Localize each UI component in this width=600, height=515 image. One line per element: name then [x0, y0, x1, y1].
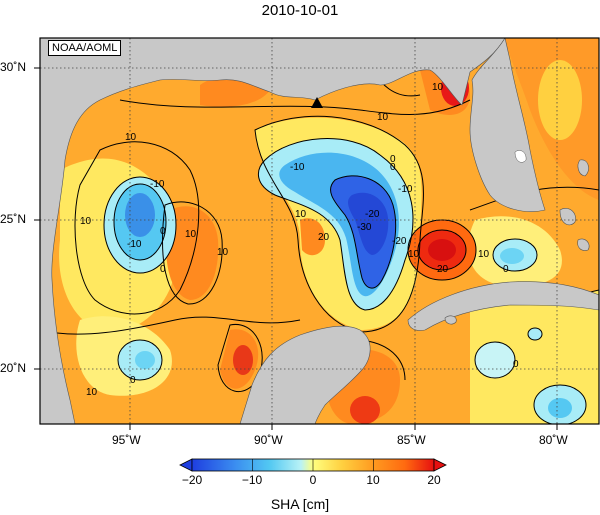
- colorbar-low-arrow: [179, 458, 193, 472]
- contour-label: -30: [357, 222, 372, 233]
- bahamas: [577, 238, 590, 251]
- contour-label: -10: [398, 184, 413, 195]
- contour-label: 0: [503, 264, 509, 275]
- map-frame: [39, 37, 600, 425]
- eddy-high: [428, 239, 456, 261]
- graticule: [40, 38, 599, 424]
- contour-label: 10: [295, 209, 307, 220]
- isle-of-youth: [444, 315, 457, 325]
- land: [40, 38, 599, 424]
- lat-label: 25˚N: [0, 212, 27, 226]
- contour-label: 0: [390, 162, 396, 173]
- cuba: [407, 281, 599, 331]
- bahamas: [577, 159, 589, 177]
- bahamas: [559, 208, 576, 226]
- contour-label: 0: [160, 226, 166, 237]
- florida: [469, 38, 546, 212]
- contour-label: 0: [160, 264, 166, 275]
- contour-label: -20: [392, 236, 407, 247]
- lon-label: 85˚W: [397, 433, 426, 447]
- contour-label: -10: [290, 162, 305, 173]
- contour-label: 20: [318, 232, 330, 243]
- contour-lines: [40, 59, 599, 424]
- eddy-low: [135, 351, 155, 369]
- eddy-low: [125, 193, 155, 237]
- contour-label: 0: [390, 154, 396, 165]
- lat-label: 20˚N: [0, 361, 27, 375]
- colorbar-tick: 10: [366, 473, 380, 487]
- colorbar-tick: −10: [241, 473, 263, 487]
- eddy-high: [350, 396, 380, 424]
- contour-label: 10: [185, 229, 197, 240]
- contour-label: 0: [130, 375, 136, 386]
- yucatan: [239, 325, 371, 424]
- lat-label: 30˚N: [0, 60, 27, 74]
- contour-label: 10: [478, 249, 490, 260]
- lon-label: 80˚W: [539, 433, 568, 447]
- contour-label: 10: [217, 247, 229, 258]
- credit-label: NOAA/AOML: [48, 40, 122, 56]
- contour-label: -10: [127, 239, 142, 250]
- platform-marker: [311, 97, 323, 108]
- eddy-low: [348, 192, 389, 255]
- colorbar-tick: 0: [309, 473, 317, 487]
- colorbar-high-arrow: [433, 458, 447, 472]
- map-title: 2010-10-01: [261, 2, 339, 19]
- eddy-low: [528, 328, 542, 340]
- colorbar-tick: −20: [181, 473, 203, 487]
- colorbar-tick: 20: [427, 473, 441, 487]
- eddy-high: [233, 345, 253, 375]
- eddy-low: [548, 398, 572, 418]
- contour-label: 10: [408, 249, 420, 260]
- lon-label: 95˚W: [112, 433, 141, 447]
- lon-label: 90˚W: [254, 433, 283, 447]
- contour-label: 10: [377, 112, 389, 123]
- positive-anomaly: [300, 218, 325, 256]
- contour-label: 0: [513, 359, 519, 370]
- contour-label: 10: [125, 132, 137, 143]
- contour-label: -10: [150, 179, 165, 190]
- contour-label: -20: [365, 209, 380, 220]
- colorbar: [179, 458, 447, 472]
- contour-label: 10: [432, 82, 444, 93]
- contour-label: 20: [437, 264, 449, 275]
- lake-okeechobee: [514, 150, 527, 163]
- eddy-low: [500, 248, 524, 264]
- contour-label: 10: [80, 216, 92, 227]
- colorbar-label: SHA [cm]: [270, 496, 330, 512]
- positive-anomaly: [166, 206, 219, 300]
- axis-ticks: [34, 67, 558, 430]
- atlantic-positive: [538, 60, 582, 140]
- us-gulf-coast: [40, 38, 506, 424]
- contour-label: 10: [86, 387, 98, 398]
